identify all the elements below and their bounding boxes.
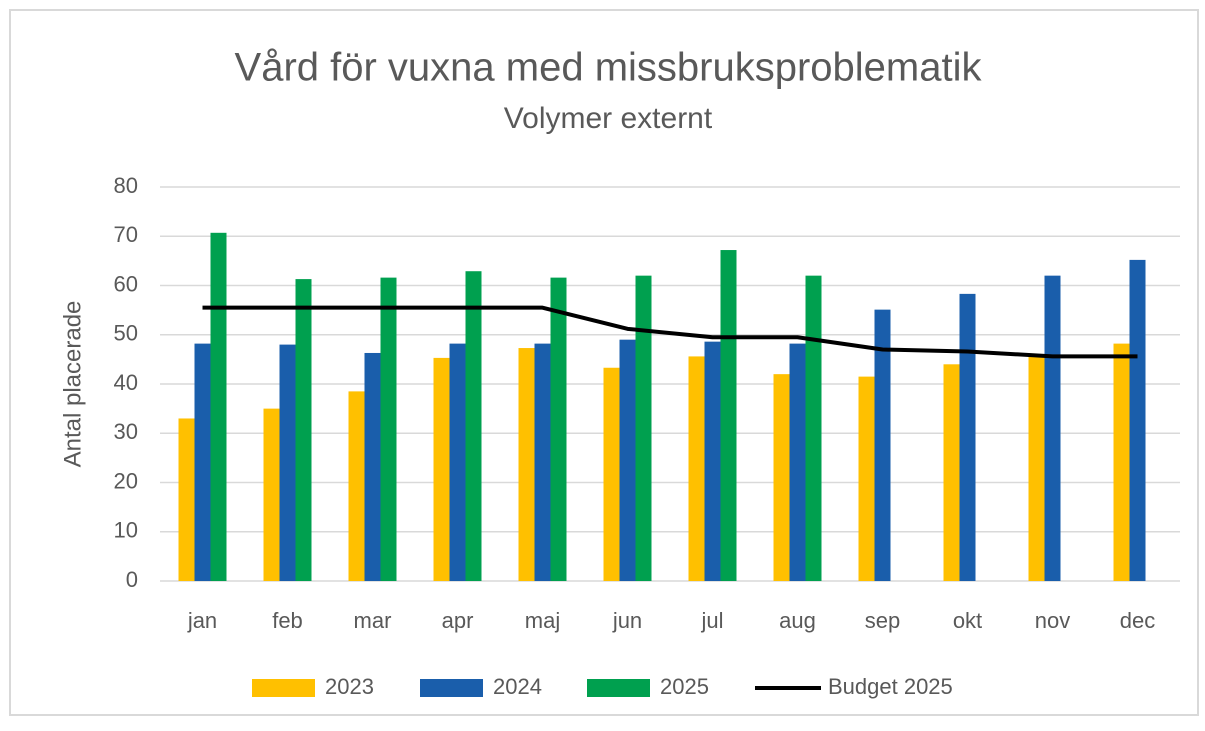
legend-label: 2024 bbox=[493, 674, 542, 699]
x-tick-label: jul bbox=[700, 608, 723, 633]
bar bbox=[194, 343, 211, 581]
bar bbox=[720, 250, 737, 582]
y-tick-label: 70 bbox=[114, 222, 138, 247]
y-tick-label: 20 bbox=[114, 468, 138, 493]
x-tick-label: dec bbox=[1120, 608, 1155, 633]
x-tick-label: maj bbox=[525, 608, 560, 633]
bar bbox=[943, 364, 960, 581]
y-tick-label: 30 bbox=[114, 419, 138, 444]
bar bbox=[295, 279, 312, 581]
x-tick-label: okt bbox=[953, 608, 982, 633]
bar bbox=[550, 277, 567, 581]
x-tick-label: mar bbox=[354, 608, 392, 633]
bar bbox=[210, 232, 227, 582]
bar bbox=[603, 367, 620, 581]
bar bbox=[433, 357, 450, 581]
legend-swatch bbox=[420, 679, 483, 697]
bar bbox=[688, 356, 705, 581]
bar bbox=[348, 391, 365, 581]
x-tick-label: nov bbox=[1035, 608, 1070, 633]
bar bbox=[380, 277, 397, 581]
legend-swatch bbox=[252, 679, 315, 697]
legend-label: 2023 bbox=[325, 674, 374, 699]
bar bbox=[279, 344, 296, 581]
line-series bbox=[202, 305, 1138, 359]
bar bbox=[1044, 275, 1061, 581]
bar bbox=[959, 293, 976, 581]
bar bbox=[858, 376, 875, 581]
bar bbox=[263, 408, 280, 581]
bar bbox=[619, 339, 636, 581]
bar bbox=[1113, 343, 1130, 581]
y-tick-label: 40 bbox=[114, 370, 138, 395]
x-tick-label: apr bbox=[442, 608, 474, 633]
x-tick-label: sep bbox=[865, 608, 900, 633]
legend-swatch bbox=[587, 679, 650, 697]
legend-label: 2025 bbox=[660, 674, 709, 699]
bar bbox=[178, 418, 195, 581]
y-tick-label: 0 bbox=[126, 567, 138, 592]
chart-subtitle: Volymer externt bbox=[504, 102, 713, 135]
bar bbox=[789, 343, 806, 581]
y-tick-label: 60 bbox=[114, 271, 138, 296]
x-tick-label: aug bbox=[779, 608, 816, 633]
bar bbox=[449, 343, 466, 581]
y-tick-label: 80 bbox=[114, 173, 138, 198]
bar bbox=[364, 352, 381, 581]
bar bbox=[704, 341, 721, 581]
bar bbox=[805, 275, 822, 581]
chart-title: Vård för vuxna med missbruksproblematik bbox=[235, 46, 983, 90]
y-tick-label: 10 bbox=[114, 518, 138, 543]
x-tick-label: feb bbox=[272, 608, 303, 633]
bar bbox=[534, 343, 551, 581]
bar bbox=[635, 275, 652, 581]
bar bbox=[465, 271, 482, 581]
y-tick-label: 50 bbox=[114, 321, 138, 346]
y-axis-title: Antal placerade bbox=[59, 301, 86, 468]
bar bbox=[874, 309, 891, 581]
bar bbox=[518, 348, 535, 581]
bar bbox=[1028, 356, 1045, 581]
bar bbox=[773, 374, 790, 581]
x-tick-label: jun bbox=[612, 608, 642, 633]
x-tick-label: jan bbox=[187, 608, 217, 633]
bar bbox=[1129, 259, 1146, 581]
legend-label: Budget 2025 bbox=[828, 674, 953, 699]
